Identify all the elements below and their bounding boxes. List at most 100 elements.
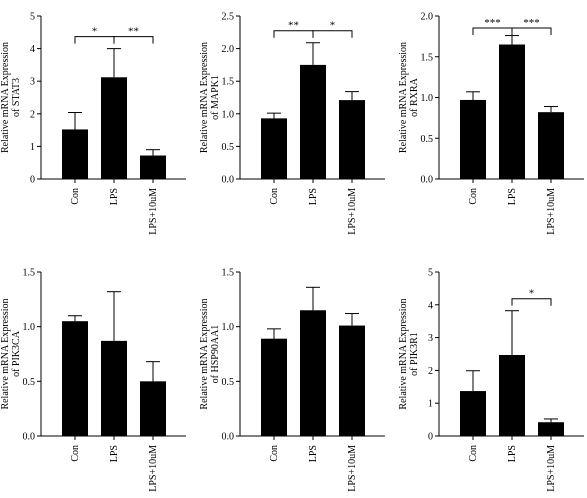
y-axis-label: Relative mRNA Expression: [0, 42, 11, 153]
chart-panel-1: 0 1 2 3 4 5 Relative mRNA Expression of STAT3 Co…: [0, 12, 186, 235]
y-tick-label: 2.5: [222, 12, 235, 23]
y-tick-label: 0.5: [222, 377, 235, 388]
y-tick-label: 0.5: [222, 142, 235, 153]
x-tick-label: LPS: [507, 188, 518, 205]
y-tick-label: 1.5: [222, 268, 235, 279]
chart-panel-3: 0.0 0.5 1.0 1.5 2.0 Relative mRNA Expression o…: [398, 12, 584, 235]
y-tick-label: 0.0: [222, 432, 235, 443]
significance-bracket: [273, 30, 314, 38]
y-axis-label: of STAT3: [11, 78, 22, 117]
significance-bracket: [113, 36, 154, 44]
y-tick-label: 1.5: [222, 77, 235, 88]
x-tick-label: LPS: [308, 188, 319, 205]
significance-bracket: [511, 27, 552, 35]
y-tick-label: 0.0: [421, 175, 434, 186]
y-tick-label: 1: [428, 399, 433, 410]
y-axis-label: Relative mRNA Expression: [199, 298, 210, 409]
bar: [261, 338, 287, 436]
bar: [460, 99, 486, 179]
x-tick-label: LPS+10uM: [148, 445, 159, 492]
y-tick-label: 0.5: [23, 377, 36, 388]
y-tick-label: 3: [428, 333, 433, 344]
y-axis-label: Relative mRNA Expression: [398, 298, 409, 409]
significance-label: *: [529, 288, 535, 300]
x-tick-label: LPS: [109, 445, 120, 462]
y-tick-label: 1.0: [222, 322, 235, 333]
y-axis-label: of PIK3R1: [409, 332, 420, 376]
bar: [499, 44, 525, 180]
y-tick-label: 5: [30, 12, 35, 23]
chart-panel-6: 0 1 2 3 4 5 Relative mRNA Expression of PIK3R1 C…: [398, 268, 584, 492]
chart-panel-5: 0.0 0.5 1.0 1.5 Relative mRNA Expression of H…: [199, 268, 385, 492]
y-axis-label: of MAPK1: [210, 75, 221, 120]
x-tick-label: Con: [269, 188, 280, 205]
x-tick-label: LPS+10uM: [347, 445, 358, 492]
x-tick-label: LPS+10uM: [148, 188, 159, 235]
significance-bracket: [511, 298, 552, 306]
chart-panel-4: 0.0 0.5 1.0 1.5 Relative mRNA Expression of P…: [0, 268, 186, 492]
x-tick-label: LPS: [308, 445, 319, 462]
y-axis-label: Relative mRNA Expression: [0, 298, 11, 409]
y-tick-label: 4: [30, 44, 35, 55]
x-tick-label: LPS: [507, 445, 518, 462]
y-tick-label: 1.0: [421, 93, 434, 104]
y-axis-label: of PIK3CA: [11, 330, 22, 377]
x-tick-label: Con: [70, 188, 81, 205]
x-tick-label: Con: [468, 445, 479, 462]
y-tick-label: 1.0: [23, 322, 36, 333]
y-axis-label: of RXRA: [409, 77, 420, 116]
y-tick-label: 1.0: [222, 109, 235, 120]
significance-label: ***: [484, 17, 501, 29]
y-tick-label: 2: [428, 366, 433, 377]
bar: [339, 325, 365, 436]
bar: [140, 155, 166, 179]
y-tick-label: 3: [30, 77, 35, 88]
bar: [101, 77, 127, 179]
x-tick-label: Con: [70, 445, 81, 462]
bar: [62, 321, 88, 436]
significance-label: *: [330, 20, 336, 32]
y-tick-label: 2.0: [222, 44, 235, 55]
x-tick-label: Con: [269, 445, 280, 462]
significance-bracket: [472, 27, 513, 35]
significance-label: ***: [523, 17, 540, 29]
x-tick-label: LPS+10uM: [546, 445, 557, 492]
y-tick-label: 0: [30, 175, 35, 186]
y-axis-label: Relative mRNA Expression: [199, 42, 210, 153]
x-tick-label: Con: [468, 188, 479, 205]
y-tick-label: 4: [428, 300, 433, 311]
chart-panel-2: 0.0 0.5 1.0 1.5 2.0 2.5 Relative mRNA Expressi…: [199, 12, 385, 235]
bar: [538, 422, 564, 436]
bar: [339, 100, 365, 179]
x-tick-label: LPS+10uM: [347, 188, 358, 235]
y-tick-label: 5: [428, 268, 433, 279]
y-tick-label: 1.5: [23, 268, 36, 279]
bar: [300, 310, 326, 436]
bar: [538, 112, 564, 179]
y-tick-label: 2: [30, 109, 35, 120]
y-tick-label: 1.5: [421, 52, 434, 63]
y-tick-label: 0.5: [421, 134, 434, 145]
bar: [62, 129, 88, 179]
y-tick-label: 0: [428, 432, 433, 443]
bar: [140, 381, 166, 436]
significance-bracket: [312, 30, 353, 38]
significance-label: **: [128, 26, 139, 38]
y-tick-label: 0.0: [23, 432, 36, 443]
x-tick-label: LPS+10uM: [546, 188, 557, 235]
bar: [261, 118, 287, 179]
significance-label: **: [288, 20, 299, 32]
significance-bracket: [74, 36, 115, 44]
y-tick-label: 2.0: [421, 12, 434, 23]
significance-label: *: [92, 26, 98, 38]
y-tick-label: 1: [30, 142, 35, 153]
bar: [300, 64, 326, 179]
bar: [499, 354, 525, 436]
y-axis-label: Relative mRNA Expression: [398, 42, 409, 153]
y-axis-label: of HSP90AA1: [210, 325, 221, 384]
bar: [101, 340, 127, 436]
y-tick-label: 0.0: [222, 175, 235, 186]
bar: [460, 391, 486, 436]
x-tick-label: LPS: [109, 188, 120, 205]
